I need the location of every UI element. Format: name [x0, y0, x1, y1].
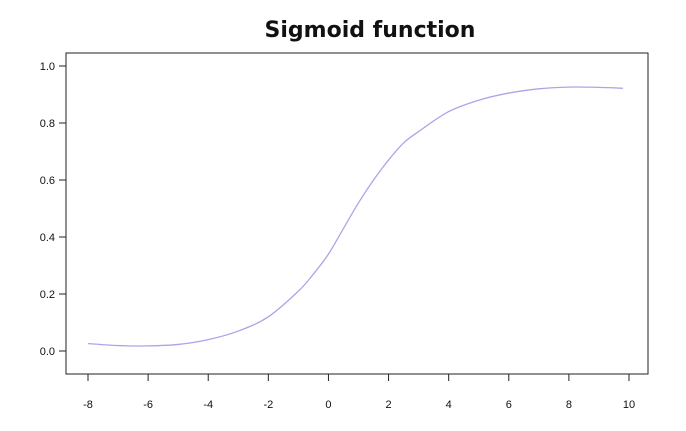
y-tick-label: 0.8 — [40, 118, 55, 130]
y-tick-label: 1.0 — [40, 61, 55, 73]
series-layer — [87, 86, 624, 347]
x-tick-label: 4 — [446, 399, 452, 411]
plot-frame — [65, 52, 649, 375]
y-tick-label: 0.0 — [40, 346, 55, 358]
x-tick-label: -2 — [263, 399, 273, 411]
x-tick-label: 6 — [506, 399, 512, 411]
y-axis: 0.0 0.2 0.4 0.6 0.8 1.0 — [40, 61, 67, 358]
x-tick-label: 2 — [385, 399, 391, 411]
chart-title: Sigmoid function — [265, 18, 476, 43]
y-tick-label: 0.2 — [40, 289, 55, 301]
x-tick-label: 10 — [623, 399, 635, 411]
x-axis: -8 -6 -4 -2 0 2 4 6 8 10 — [83, 373, 635, 411]
x-tick-label: -8 — [83, 399, 93, 411]
y-tick-label: 0.6 — [40, 175, 55, 187]
y-tick-label: 0.4 — [40, 232, 55, 244]
sigmoid-curve — [87, 86, 624, 347]
x-tick-label: 8 — [566, 399, 572, 411]
x-tick-label: 0 — [325, 399, 331, 411]
x-tick-label: -6 — [143, 399, 153, 411]
x-tick-label: -4 — [203, 399, 213, 411]
